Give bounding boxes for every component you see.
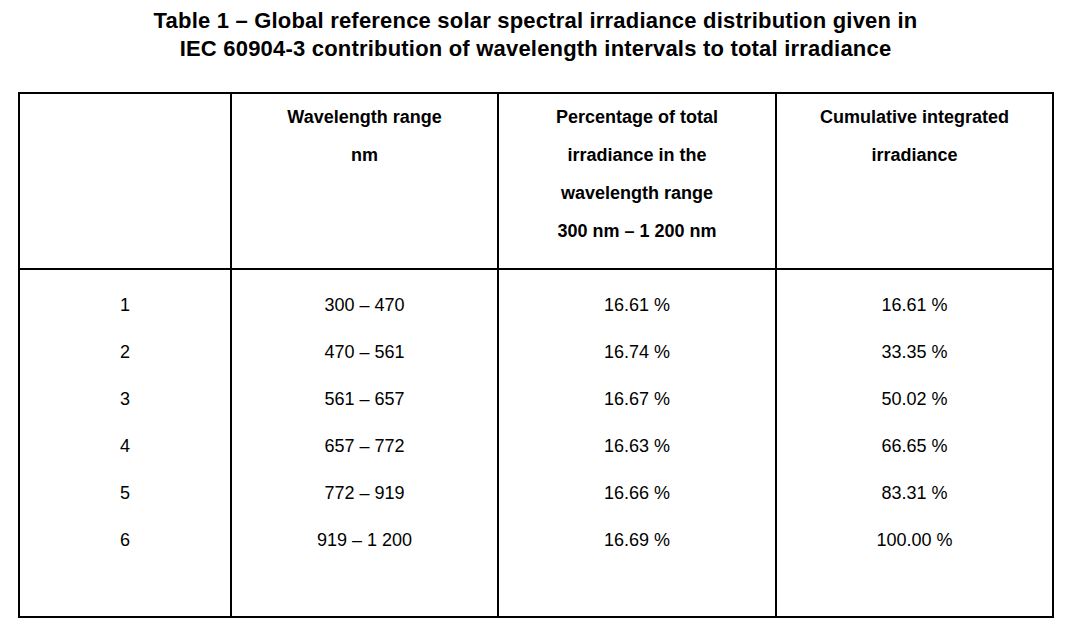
- header-row: Wavelength range nm Percentage of total …: [19, 93, 1053, 269]
- header-line: irradiance: [783, 136, 1046, 174]
- document-page: Table 1 – Global reference solar spectra…: [0, 0, 1071, 623]
- table-row: 2 470 – 561 16.74 % 33.35 %: [19, 329, 1053, 376]
- percentage-cell: 16.67 %: [498, 376, 776, 423]
- wavelength-range-cell: 657 – 772: [231, 423, 498, 470]
- spacer-cell: [498, 564, 776, 617]
- table-row: 5 772 – 919 16.66 % 83.31 %: [19, 470, 1053, 517]
- header-line: Cumulative integrated: [783, 98, 1046, 136]
- header-line: Percentage of total: [505, 98, 769, 136]
- table-title: Table 1 – Global reference solar spectra…: [0, 7, 1071, 63]
- row-number-cell: 2: [19, 329, 231, 376]
- column-header-percentage: Percentage of total irradiance in the wa…: [498, 93, 776, 269]
- table-row: 1 300 – 470 16.61 % 16.61 %: [19, 269, 1053, 329]
- table-row: 6 919 – 1 200 16.69 % 100.00 %: [19, 517, 1053, 564]
- table-title-line-2: IEC 60904-3 contribution of wavelength i…: [0, 35, 1071, 63]
- cumulative-cell: 100.00 %: [776, 517, 1053, 564]
- irradiance-table: Wavelength range nm Percentage of total …: [18, 92, 1054, 618]
- spacer-cell: [231, 564, 498, 617]
- cumulative-cell: 83.31 %: [776, 470, 1053, 517]
- header-line: nm: [238, 136, 491, 174]
- table-spacer-row: [19, 564, 1053, 617]
- header-line: 300 nm – 1 200 nm: [505, 212, 769, 250]
- table-body: 1 300 – 470 16.61 % 16.61 % 2 470 – 561 …: [19, 269, 1053, 617]
- cumulative-cell: 50.02 %: [776, 376, 1053, 423]
- table-title-line-1: Table 1 – Global reference solar spectra…: [0, 7, 1071, 35]
- percentage-cell: 16.69 %: [498, 517, 776, 564]
- row-number-cell: 3: [19, 376, 231, 423]
- row-number-cell: 5: [19, 470, 231, 517]
- percentage-cell: 16.66 %: [498, 470, 776, 517]
- wavelength-range-cell: 561 – 657: [231, 376, 498, 423]
- wavelength-range-cell: 919 – 1 200: [231, 517, 498, 564]
- table-header: Wavelength range nm Percentage of total …: [19, 93, 1053, 269]
- cumulative-cell: 33.35 %: [776, 329, 1053, 376]
- column-header-cumulative: Cumulative integrated irradiance: [776, 93, 1053, 269]
- cumulative-cell: 16.61 %: [776, 269, 1053, 329]
- percentage-cell: 16.63 %: [498, 423, 776, 470]
- spacer-cell: [776, 564, 1053, 617]
- wavelength-range-cell: 470 – 561: [231, 329, 498, 376]
- table-row: 4 657 – 772 16.63 % 66.65 %: [19, 423, 1053, 470]
- header-line: wavelength range: [505, 174, 769, 212]
- percentage-cell: 16.74 %: [498, 329, 776, 376]
- spacer-cell: [19, 564, 231, 617]
- header-line: irradiance in the: [505, 136, 769, 174]
- row-number-cell: 1: [19, 269, 231, 329]
- row-number-cell: 4: [19, 423, 231, 470]
- row-number-cell: 6: [19, 517, 231, 564]
- percentage-cell: 16.61 %: [498, 269, 776, 329]
- wavelength-range-cell: 772 – 919: [231, 470, 498, 517]
- header-line: Wavelength range: [238, 98, 491, 136]
- wavelength-range-cell: 300 – 470: [231, 269, 498, 329]
- cumulative-cell: 66.65 %: [776, 423, 1053, 470]
- column-header-wavelength-range: Wavelength range nm: [231, 93, 498, 269]
- table-row: 3 561 – 657 16.67 % 50.02 %: [19, 376, 1053, 423]
- column-header-empty: [19, 93, 231, 269]
